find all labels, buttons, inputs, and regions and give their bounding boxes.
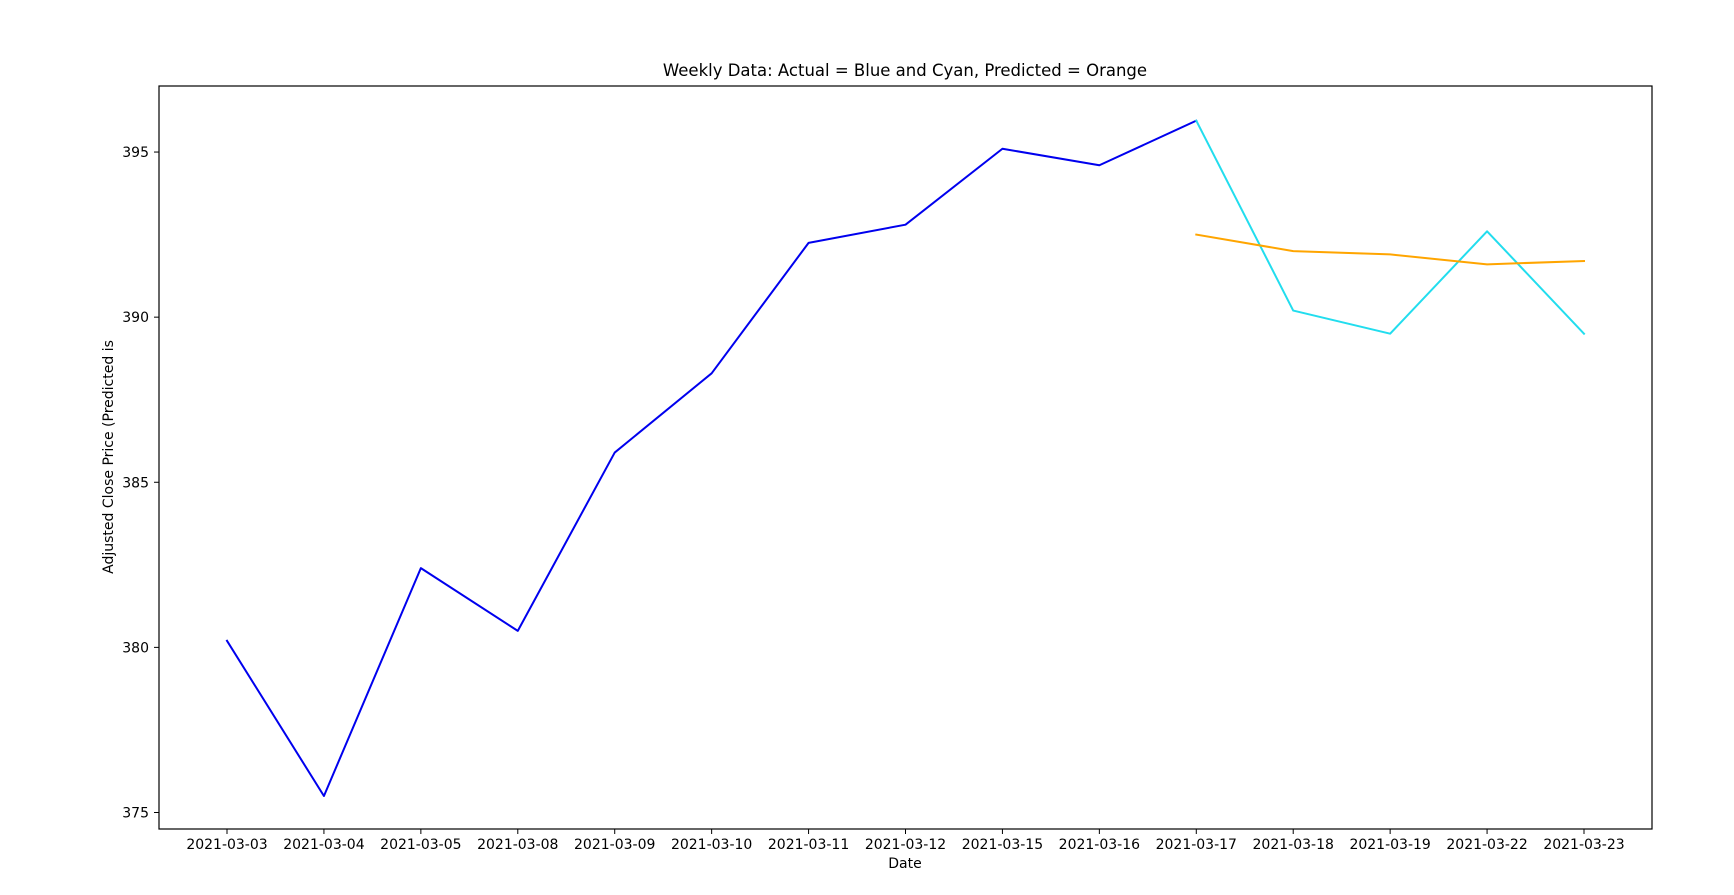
x-axis-label: Date [888,856,921,872]
y-tick-label: 385 [122,475,149,491]
actual-blue-line [225,119,1198,797]
x-tick-label: 2021-03-16 [1059,837,1140,853]
x-tick-label: 2021-03-19 [1349,837,1430,853]
y-axis-label: Adjusted Close Price (Predicted is [101,340,117,574]
x-tick-label: 2021-03-17 [1156,837,1237,853]
y-tick-label: 375 [122,805,149,821]
chart-title: Weekly Data: Actual = Blue and Cyan, Pre… [663,61,1147,80]
y-tick-label: 395 [122,145,149,161]
x-tick-label: 2021-03-22 [1446,837,1527,853]
predicted-orange-line [1195,233,1586,266]
x-tick-label: 2021-03-09 [574,837,655,853]
plot-area [225,119,1586,797]
y-tick-label: 380 [122,640,149,656]
y-tick-label: 390 [122,310,149,326]
x-tick-label: 2021-03-23 [1543,837,1624,853]
x-axis: 2021-03-03 2021-03-04 2021-03-05 2021-03-08… [186,829,1625,853]
x-tick-label: 2021-03-05 [380,837,461,853]
x-tick-label: 2021-03-12 [865,837,946,853]
x-tick-label: 2021-03-08 [477,837,558,853]
x-tick-label: 2021-03-18 [1253,837,1334,853]
x-tick-label: 2021-03-03 [186,837,267,853]
x-tick-label: 2021-03-15 [962,837,1043,853]
x-tick-label: 2021-03-04 [283,837,364,853]
x-tick-label: 2021-03-10 [671,837,752,853]
actual-cyan-line [1194,119,1586,336]
x-tick-label: 2021-03-11 [768,837,849,853]
y-axis: 375 380 385 390 395 [122,145,159,821]
